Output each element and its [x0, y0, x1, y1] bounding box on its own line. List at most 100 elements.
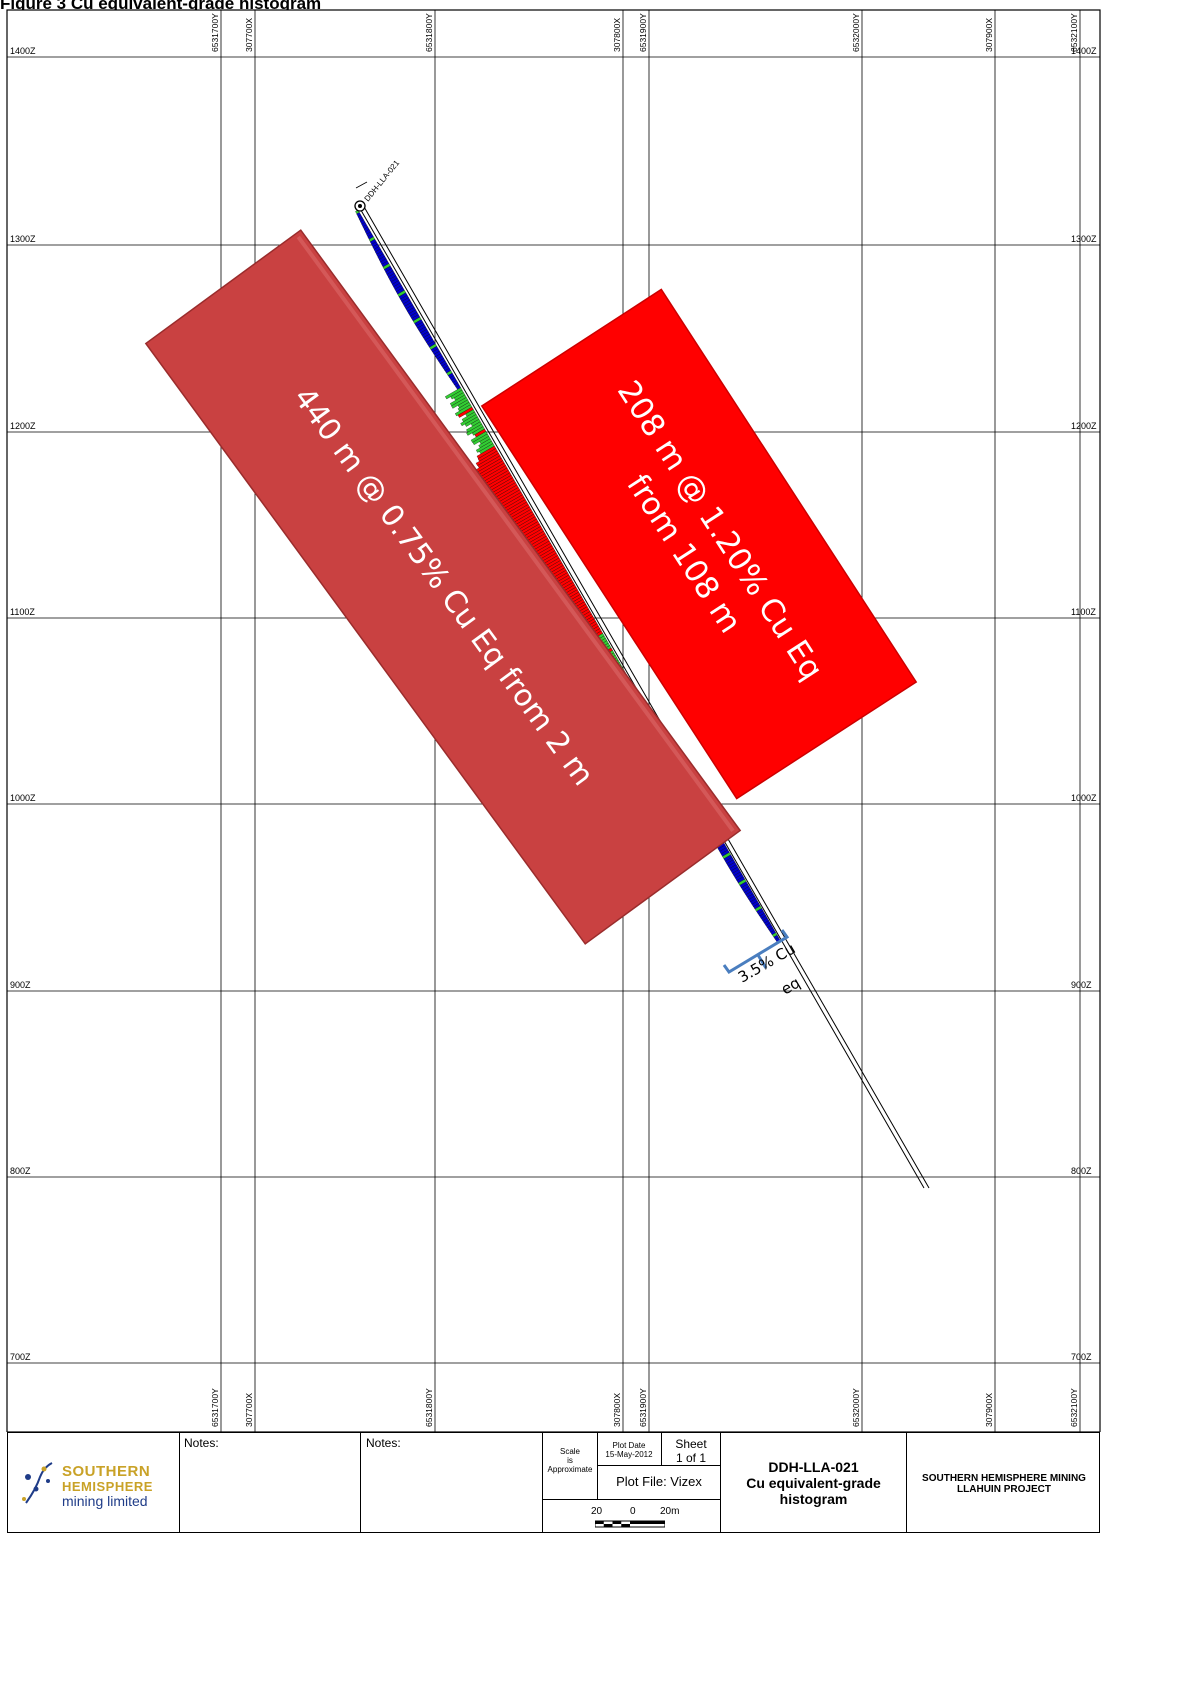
- elevation-label-left: 1200Z: [10, 421, 36, 431]
- histogram-bar: [436, 355, 445, 362]
- company-name-1: SOUTHERN: [62, 1463, 151, 1480]
- histogram-bar: [768, 927, 775, 933]
- elevation-labels-left: 1400Z 1300Z 1200Z 1100Z 1000Z 900Z 800Z 700Z: [10, 46, 36, 1362]
- grid-bottom-label: 6532100Y: [1069, 1388, 1079, 1427]
- grid-bottom-label: 6531800Y: [424, 1388, 434, 1427]
- logo-cell: SOUTHERN HEMISPHERE mining limited: [8, 1433, 180, 1532]
- grid-top-labels: 6531700Y 307700X 6531800Y 307800X 6531900Y 65…: [210, 13, 1079, 52]
- histogram-bar: [765, 922, 772, 929]
- grid-top-label: 6531800Y: [424, 13, 434, 52]
- sheet-label: Sheet: [675, 1437, 707, 1451]
- drawing-title-1: DDH-LLA-021: [768, 1459, 859, 1475]
- company-logo-icon: [22, 1462, 53, 1504]
- project-cell: SOUTHERN HEMISPHERE MINING LLAHUIN PROJE…: [907, 1433, 1101, 1532]
- company-name-3: mining limited: [62, 1493, 148, 1509]
- histogram-bar: [764, 920, 771, 926]
- histogram-bar: [759, 913, 767, 919]
- histogram-bar: [441, 363, 449, 369]
- elevation-label-right: 1100Z: [1071, 607, 1096, 617]
- histogram-bar: [761, 915, 768, 922]
- histogram-bar: [470, 431, 488, 443]
- grid-bottom-label: 307900X: [984, 1393, 994, 1427]
- elevation-label-left: 1400Z: [10, 46, 36, 56]
- histogram-bar: [444, 367, 452, 374]
- histogram-bar: [445, 387, 463, 400]
- histogram-bar: [452, 380, 459, 386]
- scale-label-2: is: [567, 1456, 573, 1465]
- histogram-bar: [432, 348, 440, 355]
- elevation-label-left: 1000Z: [10, 793, 36, 803]
- elevation-label-right: 700Z: [1071, 1352, 1092, 1362]
- drawing-title-2: Cu equivalent-grade: [746, 1475, 881, 1491]
- notes-cell-1: Notes:: [180, 1433, 361, 1532]
- histogram-bar: [435, 353, 443, 360]
- scale-tick-left: 20: [591, 1506, 603, 1517]
- grid-bottom-label: 6531700Y: [210, 1388, 220, 1427]
- histogram-bar: [433, 350, 442, 357]
- plot-info-cell: Scale is Approximate Plot Date 15-May-20…: [543, 1433, 721, 1532]
- notes-cell-2: Notes:: [361, 1433, 543, 1532]
- project-name-2: LLAHUIN PROJECT: [957, 1484, 1051, 1495]
- notes-label-2: Notes:: [366, 1436, 401, 1450]
- elevation-label-right: 1400Z: [1071, 46, 1097, 56]
- elevation-label-left: 1300Z: [10, 234, 36, 244]
- grid-bottom-labels: 6531700Y 307700X 6531800Y 307800X 6531900Y 65…: [210, 1388, 1079, 1427]
- histogram-bar: [472, 433, 490, 445]
- grid-bottom-label: 307700X: [244, 1393, 254, 1427]
- histogram-bar: [451, 397, 468, 409]
- histogram-bar: [751, 900, 760, 907]
- scale-tick-right: 20m: [660, 1506, 680, 1517]
- scale-label-1: Scale: [559, 1447, 580, 1456]
- histogram-bar: [754, 905, 762, 912]
- grid-top-label: 307700X: [244, 18, 254, 52]
- grid-bottom-label: 6531900Y: [638, 1388, 648, 1427]
- grid-top-label: 6532000Y: [851, 13, 861, 52]
- sheet-value: 1 of 1: [675, 1451, 707, 1465]
- histogram-bar: [756, 908, 764, 914]
- plot-date-label: Plot Date: [612, 1441, 646, 1450]
- company-name-2: HEMISPHERE: [62, 1479, 153, 1494]
- histogram-bar: [460, 414, 478, 427]
- histogram-bar: [440, 360, 447, 367]
- elevation-label-right: 1300Z: [1071, 234, 1097, 244]
- cross-section: 6531700Y 307700X 6531800Y 307800X 6531900Y 65…: [6, 9, 1101, 1432]
- plot-file: Plot File: Vizex: [616, 1474, 702, 1489]
- histogram-bar: [449, 375, 456, 381]
- histogram-bar: [457, 406, 474, 418]
- elevation-label-right: 1200Z: [1071, 421, 1097, 431]
- elevation-label-right: 900Z: [1071, 980, 1092, 990]
- histogram-bar: [447, 372, 454, 379]
- grid-top-label: 6531700Y: [210, 13, 220, 52]
- elevation-label-left: 800Z: [10, 1166, 31, 1176]
- drawing-title-3: histogram: [779, 1491, 848, 1507]
- elevation-label-left: 1100Z: [10, 607, 35, 617]
- histogram-bar: [446, 370, 453, 376]
- high-grade-interval-banner: 208 m @ 1.20% Cu Eq from 108 m: [480, 288, 918, 800]
- drawing-title-cell: DDH-LLA-021 Cu equivalent-grade histogra…: [721, 1433, 907, 1532]
- elevation-label-left: 700Z: [10, 1352, 31, 1362]
- notes-label-1: Notes:: [184, 1436, 219, 1450]
- histogram-bar: [454, 382, 460, 388]
- plot-date: 15-May-2012: [605, 1450, 653, 1459]
- histogram-bar: [767, 925, 774, 931]
- scale-tick-mid: 0: [630, 1506, 636, 1517]
- histogram-bar: [464, 416, 480, 427]
- histogram-bar: [753, 903, 761, 910]
- elevation-label-left: 900Z: [10, 980, 31, 990]
- project-name-1: SOUTHERN HEMISPHERE MINING: [922, 1473, 1086, 1484]
- histogram-bar: [762, 917, 769, 924]
- histogram-bar: [757, 910, 765, 917]
- grade-scale-bracket: [722, 929, 790, 975]
- histogram-bar: [471, 426, 485, 436]
- elevation-label-right: 800Z: [1071, 1166, 1092, 1176]
- histogram-bar: [450, 389, 464, 400]
- elevation-labels-right: 1400Z 1300Z 1200Z 1100Z 1000Z 900Z 800Z 700Z: [1071, 46, 1097, 1362]
- histogram-bar: [772, 932, 778, 938]
- grid-top-label: 307800X: [612, 18, 622, 52]
- grid-top-label: 6531900Y: [638, 13, 648, 52]
- grid-bottom-label: 6532000Y: [851, 1388, 861, 1427]
- histogram-bar: [770, 930, 776, 936]
- grid-top-label: 6532100Y: [1069, 13, 1079, 52]
- histogram-bar: [451, 377, 457, 383]
- collar-marker: [354, 200, 366, 212]
